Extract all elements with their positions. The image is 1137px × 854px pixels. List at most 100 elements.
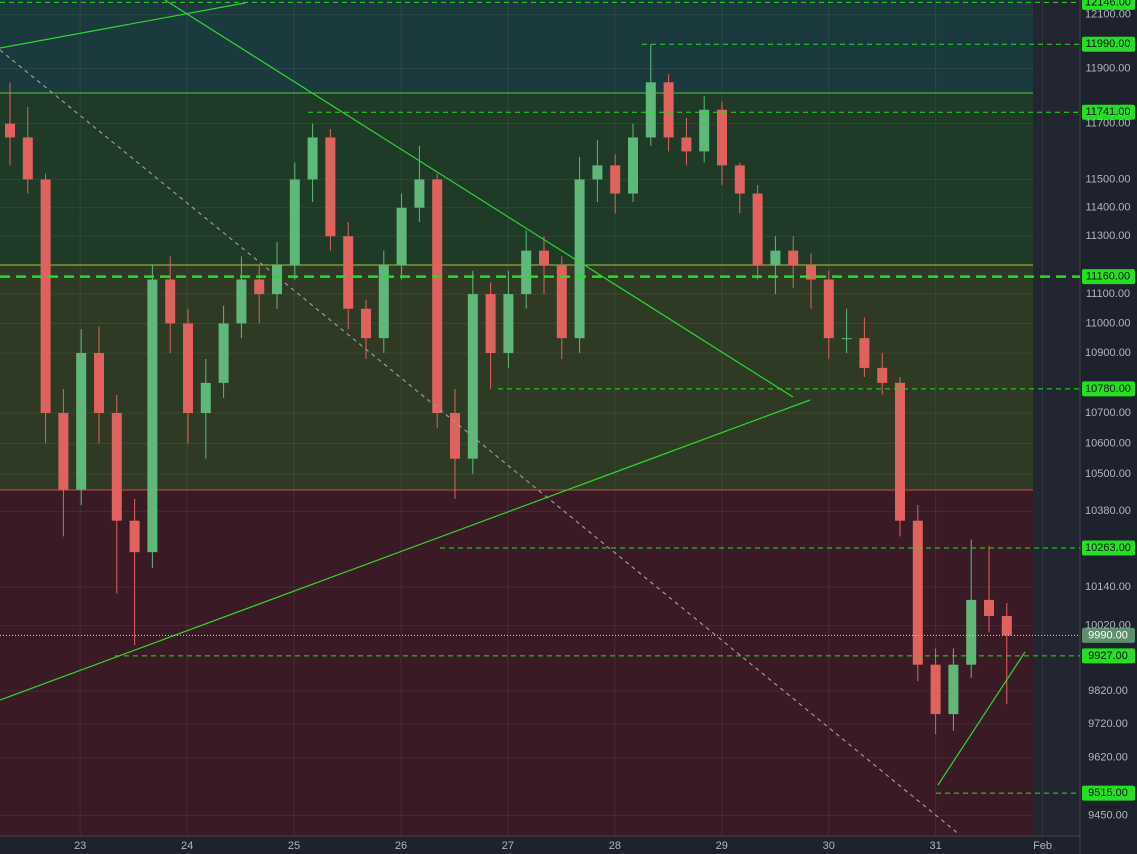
y-tick-label: 9820.00 (1088, 685, 1128, 697)
x-tick-label: 25 (288, 840, 300, 852)
candle-body (200, 382, 211, 413)
candle-body (574, 179, 585, 339)
candle-body (628, 137, 638, 194)
current-price-tag (1082, 627, 1135, 643)
level-tag (1082, 785, 1135, 801)
y-tick-label: 11100.00 (1086, 288, 1130, 300)
candle-body (823, 279, 834, 339)
level-label: 12146.00 (1085, 0, 1131, 8)
candle-body (877, 367, 888, 383)
candle-body (129, 520, 140, 553)
y-tick-label: 12100.00 (1085, 9, 1131, 21)
zone (0, 93, 1033, 265)
y-tick-label: 11500.00 (1085, 173, 1130, 185)
trend-lines (0, 0, 1026, 836)
level-label: 11990.00 (1085, 38, 1130, 50)
candle-body (432, 179, 443, 413)
y-tick-label: 11300.00 (1085, 230, 1130, 242)
y-tick-label: 10140.00 (1085, 581, 1131, 593)
candle-body (645, 82, 656, 138)
candle-body (734, 165, 745, 194)
candle-body (841, 338, 852, 340)
candle-body (663, 82, 674, 138)
candle-body (930, 664, 941, 715)
candle-body (343, 236, 354, 309)
candle-body (966, 599, 977, 665)
level-label: 11741.00 (1085, 106, 1130, 118)
y-tick-label: 9720.00 (1088, 718, 1128, 730)
trend-line (0, 399, 811, 701)
candle-body (76, 352, 87, 490)
candle-body (272, 265, 282, 295)
candle-body (592, 165, 603, 180)
candle-body (236, 279, 247, 324)
y-tick-label: 10700.00 (1085, 407, 1131, 419)
y-tick-label: 10020.00 (1085, 620, 1131, 632)
candle-body (378, 265, 389, 339)
candle-body (984, 599, 994, 616)
y-tick-label: 10900.00 (1085, 347, 1131, 359)
candle-body (218, 323, 229, 383)
candle-body (147, 279, 158, 553)
candle-body (467, 294, 478, 459)
level-label: 11160.00 (1086, 271, 1130, 283)
trend-line (0, 49, 961, 836)
candle-body (503, 294, 514, 353)
candle-body (325, 137, 336, 237)
candle-body (681, 137, 692, 152)
future-area (1033, 0, 1080, 836)
candle-body (289, 179, 300, 266)
candle-body (5, 123, 15, 138)
candle-body (22, 137, 33, 180)
candle-body (912, 520, 923, 665)
x-tick-label: Feb (1033, 840, 1052, 852)
level-label: 10780.00 (1085, 383, 1131, 395)
y-tick-label: 11900.00 (1085, 63, 1130, 75)
candle-body (485, 294, 496, 353)
x-tick-label: 30 (823, 840, 835, 852)
candle-body (752, 193, 763, 266)
y-tick-label: 10380.00 (1085, 505, 1131, 517)
level-tag (1082, 0, 1135, 10)
candle-body (450, 412, 460, 459)
x-tick-label: 23 (74, 840, 86, 852)
candle-body (414, 179, 425, 208)
candle-body (254, 279, 265, 295)
candle-body (183, 323, 193, 413)
candle-body (361, 308, 371, 339)
y-tick-label: 11700.00 (1085, 117, 1130, 129)
candle-body (717, 109, 727, 166)
level-tag (1082, 381, 1135, 397)
candle-body (556, 265, 567, 339)
candle-body (111, 412, 122, 521)
y-tick-label: 10500.00 (1085, 468, 1131, 480)
candle-body (806, 265, 816, 280)
candle-body (94, 352, 104, 413)
y-tick-label: 11400.00 (1085, 202, 1130, 214)
candle-body (895, 382, 905, 521)
candle-body (396, 207, 407, 266)
current-price-label: 9990.00 (1088, 629, 1128, 641)
candle-body (770, 250, 781, 266)
x-tick-label: 31 (930, 840, 942, 852)
candle-body (610, 165, 621, 194)
level-tag (1082, 36, 1135, 52)
candle-body (948, 664, 959, 715)
level-tag (1082, 269, 1135, 285)
y-tick-label: 9620.00 (1088, 752, 1128, 764)
level-tag (1082, 648, 1135, 664)
y-tick-label: 10600.00 (1085, 437, 1131, 449)
x-tick-label: 28 (609, 840, 621, 852)
level-label: 10263.00 (1085, 542, 1131, 554)
candle-body (539, 250, 549, 266)
x-tick-label: 24 (181, 840, 193, 852)
candle-body (165, 279, 176, 324)
x-tick-label: 26 (395, 840, 407, 852)
candle-body (40, 179, 51, 413)
trend-line (937, 651, 1026, 786)
y-tick-label: 11000.00 (1085, 317, 1130, 329)
candle-body (699, 109, 710, 152)
trend-line (0, 2, 246, 49)
level-tag (1082, 540, 1135, 556)
